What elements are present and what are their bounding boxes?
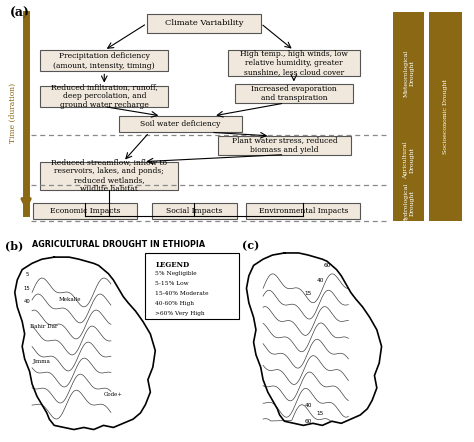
FancyBboxPatch shape	[118, 116, 242, 132]
FancyBboxPatch shape	[393, 135, 424, 185]
Text: Increased evaporation
and transpiration: Increased evaporation and transpiration	[251, 85, 337, 102]
Text: AGRICULTURAL DROUGHT IN ETHIOPIA: AGRICULTURAL DROUGHT IN ETHIOPIA	[32, 240, 205, 249]
Text: 15: 15	[304, 290, 312, 296]
Text: 40-60% High: 40-60% High	[155, 301, 194, 306]
Text: (a): (a)	[9, 7, 29, 20]
Text: 5% Negligible: 5% Negligible	[155, 271, 197, 276]
Text: Hydrological
Drought: Hydrological Drought	[403, 183, 414, 223]
Text: 40: 40	[316, 278, 324, 283]
FancyBboxPatch shape	[147, 14, 261, 33]
Text: 15: 15	[24, 286, 30, 291]
FancyBboxPatch shape	[218, 136, 351, 155]
Text: Time (duration): Time (duration)	[9, 82, 17, 142]
Text: Precipitation deficiency
(amount, intensity, timing): Precipitation deficiency (amount, intens…	[54, 52, 155, 69]
Text: Social Impacts: Social Impacts	[166, 207, 222, 215]
Text: (b): (b)	[5, 240, 23, 251]
FancyBboxPatch shape	[235, 84, 353, 103]
Text: Gode+: Gode+	[103, 392, 122, 397]
Text: 15: 15	[316, 411, 324, 416]
FancyBboxPatch shape	[393, 185, 424, 221]
FancyBboxPatch shape	[40, 85, 168, 107]
Text: 5: 5	[26, 272, 29, 277]
Text: Soil water deficiency: Soil water deficiency	[140, 120, 220, 128]
FancyBboxPatch shape	[33, 202, 137, 219]
Text: Bahir Dar: Bahir Dar	[29, 324, 57, 329]
Text: Meteorological
Drought: Meteorological Drought	[403, 50, 414, 97]
Text: Agricultural
Drought: Agricultural Drought	[403, 141, 414, 179]
Text: Environmental Impacts: Environmental Impacts	[259, 207, 348, 215]
Text: 60: 60	[304, 419, 312, 424]
Text: (c): (c)	[242, 240, 259, 251]
Text: 15-40% Moderate: 15-40% Moderate	[155, 291, 209, 296]
Text: LEGEND: LEGEND	[155, 261, 190, 269]
Text: Mekalle: Mekalle	[59, 297, 82, 302]
Text: 60: 60	[323, 263, 331, 268]
Text: Socioeconomic Drought: Socioeconomic Drought	[443, 79, 448, 154]
FancyBboxPatch shape	[228, 50, 360, 76]
FancyBboxPatch shape	[146, 253, 239, 320]
Text: Reduced infiltration, runoff,
deep percolation, and
ground water recharge: Reduced infiltration, runoff, deep perco…	[51, 83, 158, 109]
Text: Jimma: Jimma	[32, 359, 50, 364]
FancyBboxPatch shape	[393, 11, 424, 135]
Text: Reduced streamflow, inflow to
reservoirs, lakes, and ponds;
reduced wetlands,
wi: Reduced streamflow, inflow to reservoirs…	[51, 158, 167, 194]
Text: Economic Impacts: Economic Impacts	[50, 207, 120, 215]
Text: 5-15% Low: 5-15% Low	[155, 281, 189, 286]
FancyBboxPatch shape	[429, 11, 462, 221]
FancyBboxPatch shape	[40, 50, 168, 72]
Text: High temp., high winds, low
relative humidity, greater
sunshine, less cloud cove: High temp., high winds, low relative hum…	[240, 50, 348, 76]
Text: Climate Variability: Climate Variability	[164, 19, 243, 27]
Text: 40: 40	[304, 403, 312, 408]
FancyBboxPatch shape	[40, 162, 178, 190]
Text: Plant water stress, reduced
biomass and yield: Plant water stress, reduced biomass and …	[231, 137, 337, 154]
FancyBboxPatch shape	[152, 202, 237, 219]
Text: 40: 40	[24, 299, 30, 304]
FancyBboxPatch shape	[246, 202, 360, 219]
Text: >60% Very High: >60% Very High	[155, 311, 205, 316]
